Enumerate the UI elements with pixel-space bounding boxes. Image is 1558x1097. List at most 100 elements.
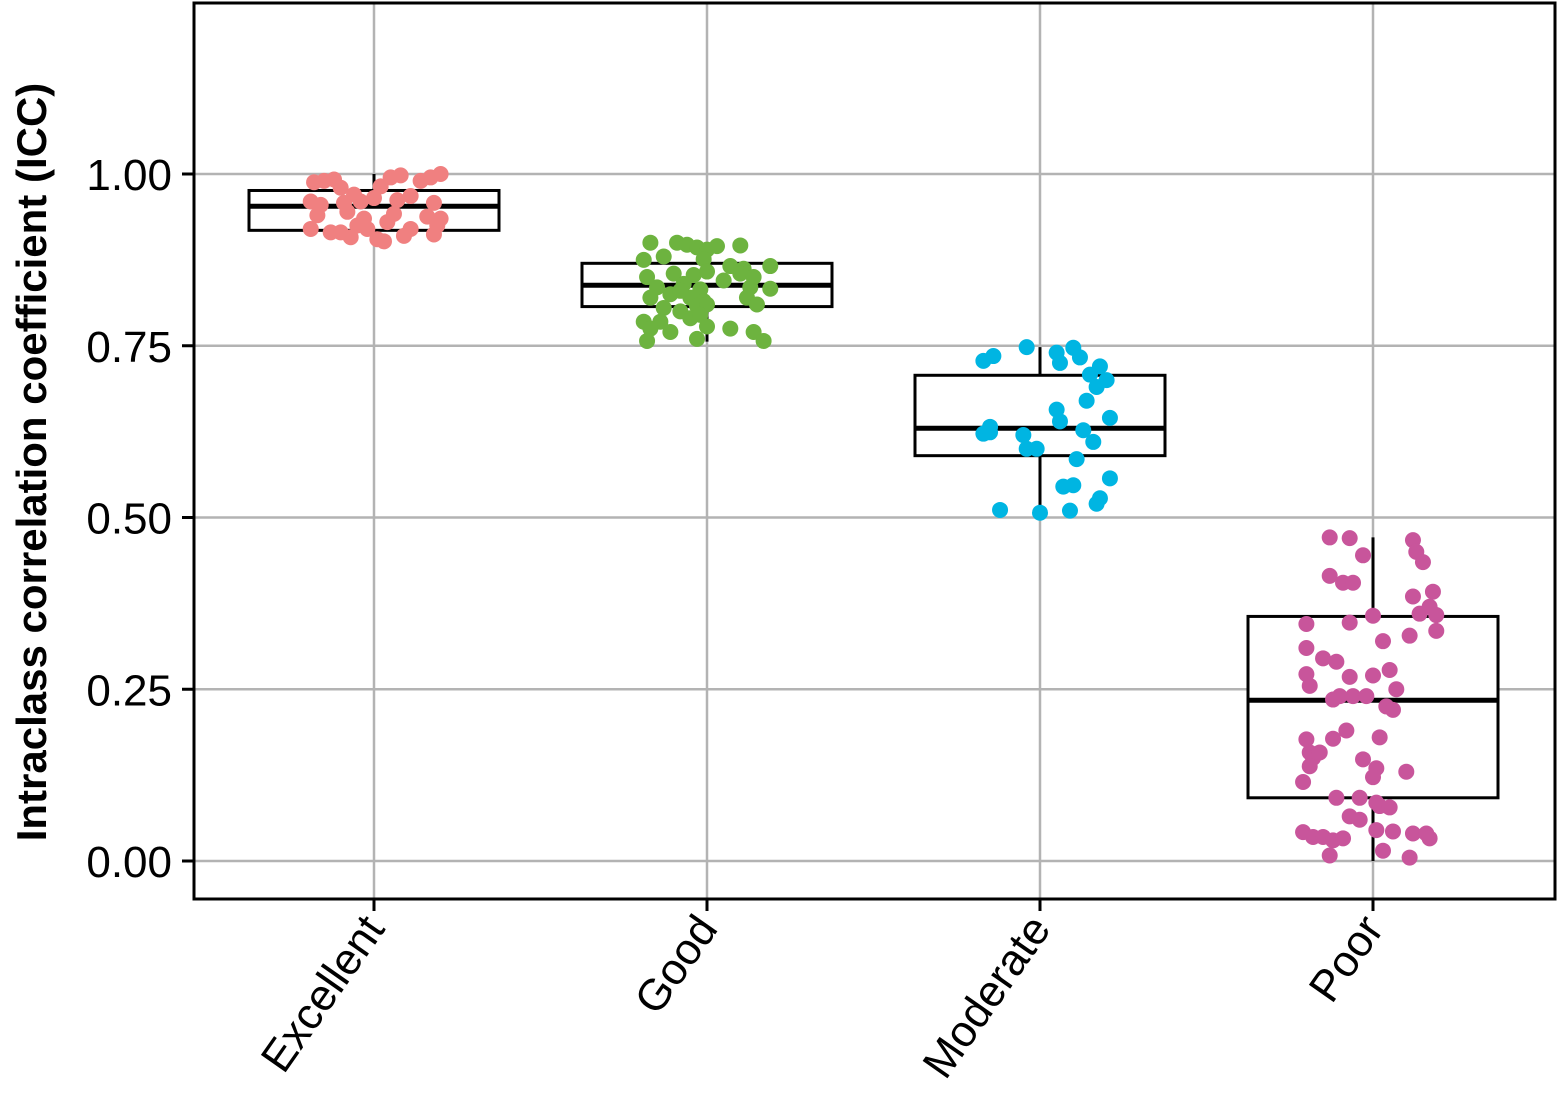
- data-point: [1065, 477, 1082, 494]
- data-point: [1301, 677, 1318, 694]
- data-point: [332, 179, 349, 196]
- data-point: [699, 318, 715, 335]
- y-tick-label: 0.50: [86, 495, 172, 544]
- data-point: [1365, 667, 1381, 684]
- data-point: [1368, 822, 1385, 839]
- data-point: [689, 330, 706, 347]
- data-point: [1365, 769, 1381, 786]
- data-point: [642, 234, 659, 251]
- data-point: [639, 269, 656, 286]
- x-tick-label: Good: [625, 907, 727, 1023]
- data-point: [1321, 847, 1338, 864]
- data-point: [1355, 751, 1372, 768]
- data-point: [1311, 744, 1328, 761]
- data-point: [1355, 547, 1372, 564]
- points-poor: [1295, 529, 1445, 866]
- data-point: [1091, 358, 1108, 375]
- data-point: [1101, 470, 1118, 487]
- data-point: [1414, 554, 1431, 571]
- y-tick-label: 0.00: [86, 838, 172, 887]
- data-point: [1328, 653, 1345, 670]
- data-point: [1341, 668, 1358, 685]
- data-point: [1051, 354, 1068, 371]
- data-point: [1061, 502, 1078, 519]
- points-moderate: [975, 339, 1118, 521]
- data-point: [1424, 583, 1441, 600]
- data-point: [1338, 722, 1355, 739]
- data-point: [1381, 799, 1398, 816]
- data-point: [1321, 567, 1338, 584]
- data-point: [1341, 530, 1358, 547]
- data-point: [1328, 789, 1345, 806]
- data-point: [1325, 730, 1342, 747]
- data-point: [1088, 495, 1105, 512]
- data-point: [342, 229, 359, 246]
- box-moderate: [913, 347, 1167, 513]
- data-point: [339, 203, 356, 220]
- data-point: [992, 501, 1009, 518]
- data-point: [1421, 830, 1438, 847]
- y-axis-title: Intraclass correlation coefficient (ICC): [8, 83, 55, 842]
- data-point: [672, 282, 689, 299]
- data-point: [429, 217, 446, 234]
- data-point: [732, 237, 749, 254]
- data-point: [1384, 823, 1401, 840]
- plot-frame: [192, 1, 1557, 901]
- data-point: [1088, 378, 1105, 395]
- x-tick-label: Poor: [1300, 907, 1393, 1011]
- points-good: [635, 234, 779, 349]
- data-point: [642, 320, 659, 337]
- data-point: [1018, 339, 1035, 356]
- data-point: [1374, 842, 1391, 859]
- data-point: [722, 320, 739, 337]
- data-point: [392, 167, 409, 184]
- data-point: [655, 248, 672, 265]
- data-point: [1428, 607, 1445, 624]
- data-point: [1398, 763, 1415, 780]
- data-point: [302, 220, 319, 237]
- data-point: [1298, 640, 1315, 657]
- data-point: [402, 220, 419, 237]
- data-point: [432, 166, 449, 182]
- data-point: [1374, 633, 1391, 650]
- data-point: [1295, 773, 1312, 790]
- data-point: [349, 217, 366, 234]
- x-tick-label: Moderate: [913, 907, 1060, 1087]
- data-point: [1341, 614, 1358, 631]
- data-point: [1071, 349, 1088, 366]
- jitter-points-layer: [302, 166, 1445, 866]
- data-point: [748, 296, 765, 313]
- data-point: [1078, 392, 1095, 409]
- data-point: [1301, 758, 1318, 775]
- data-point: [1028, 440, 1045, 457]
- data-point: [1401, 627, 1418, 644]
- data-point: [1351, 811, 1368, 828]
- data-point: [642, 289, 659, 306]
- data-point: [692, 306, 709, 323]
- data-point: [1404, 825, 1421, 842]
- data-point: [352, 193, 369, 210]
- data-point: [375, 233, 392, 250]
- x-tick-label: Excellent: [252, 907, 395, 1081]
- data-point: [1068, 451, 1085, 468]
- data-point: [1365, 607, 1381, 624]
- data-point: [1381, 662, 1398, 679]
- data-point: [1325, 691, 1342, 708]
- data-point: [1351, 789, 1368, 806]
- data-point: [1015, 427, 1032, 444]
- points-excellent: [302, 166, 449, 250]
- data-point: [665, 265, 682, 282]
- data-point: [1075, 422, 1092, 439]
- data-point: [755, 332, 772, 349]
- data-point: [1345, 574, 1362, 591]
- y-tick-label: 0.25: [86, 666, 172, 715]
- y-tick-label: 1.00: [86, 151, 172, 200]
- data-point: [1345, 688, 1362, 705]
- data-point: [1371, 729, 1388, 746]
- data-point: [389, 192, 406, 209]
- data-point: [1085, 433, 1102, 450]
- data-point: [982, 424, 999, 441]
- data-point: [366, 190, 382, 207]
- data-point: [1335, 830, 1352, 847]
